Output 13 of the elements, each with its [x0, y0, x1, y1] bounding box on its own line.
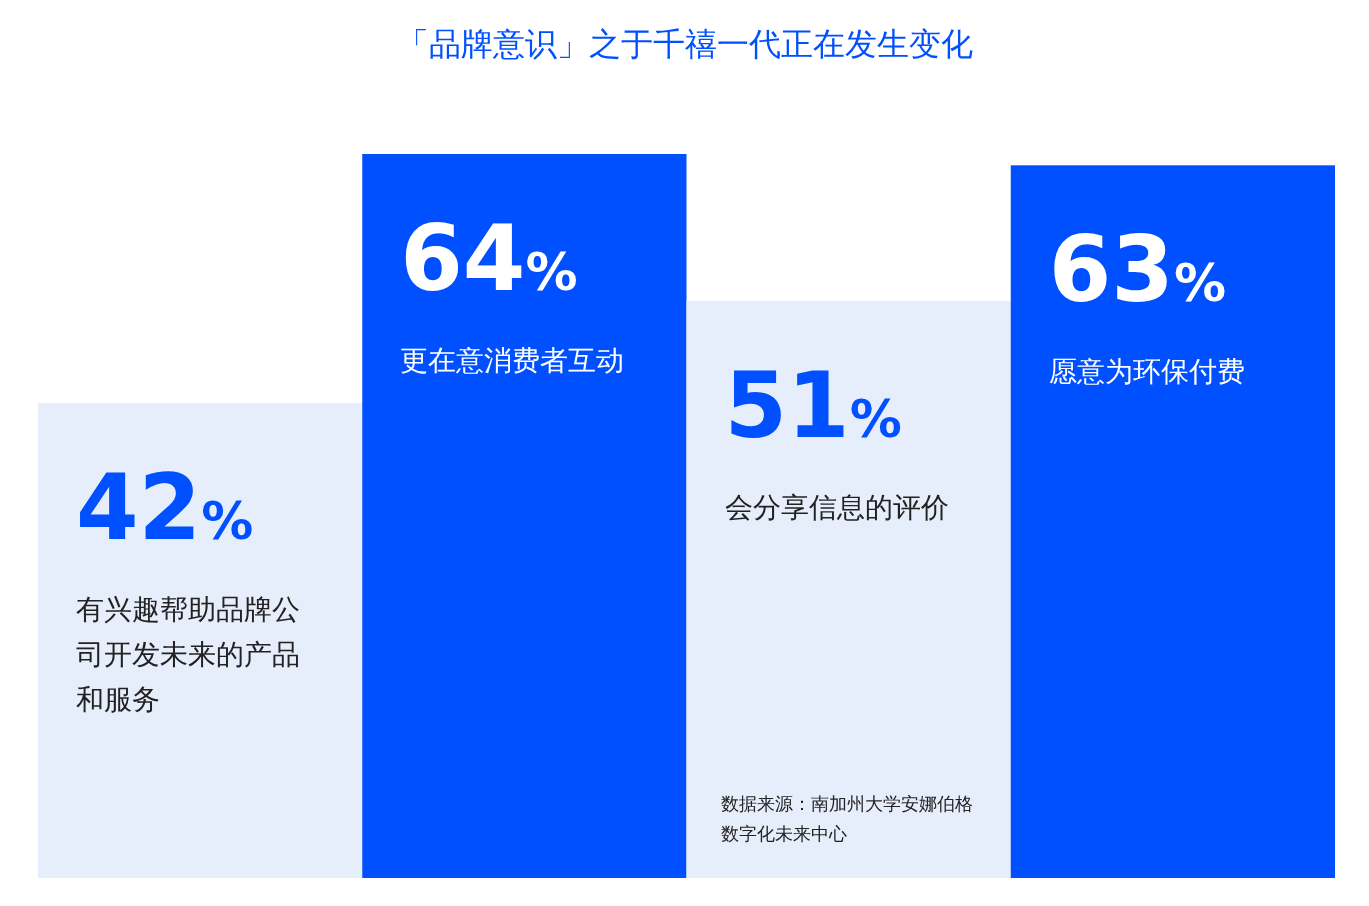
data-label: 42%: [76, 454, 254, 560]
x-tick-label: 更在意消费者互动: [400, 344, 625, 377]
data-label: 64%: [400, 206, 578, 311]
data-label: 51%: [724, 353, 902, 459]
bar: 64% 更在意消费者互动: [362, 154, 687, 878]
data-label: 63%: [1048, 217, 1227, 323]
annotation: 数据来源：南加州大学安娜伯格数字化未来中心: [720, 793, 973, 844]
bar: 42% 有兴趣帮助品牌公司开发未来的产品和服务: [38, 402, 363, 878]
x-tick-label: 愿意为环保付费: [1048, 355, 1245, 389]
bar: 63% 愿意为环保付费: [1010, 165, 1335, 878]
x-tick-label: 有兴趣帮助品牌公司开发未来的产品和服务: [76, 592, 300, 716]
chart-title: 「品牌意识」之于千禧一代正在发生变化: [396, 25, 973, 63]
x-tick-label: 会分享信息的评价: [724, 491, 949, 525]
